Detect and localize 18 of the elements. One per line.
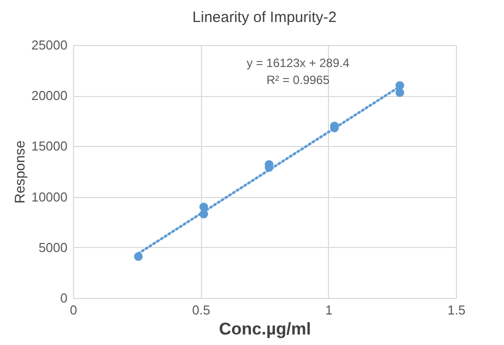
y-axis-title: Response: [11, 140, 28, 204]
annotation: y = 16123x + 289.4: [246, 56, 350, 70]
point: [395, 81, 404, 90]
y-tick-label: 10000: [31, 189, 68, 204]
x-tick-label: 0.5: [192, 302, 210, 318]
point: [199, 202, 208, 212]
y-tick-label: 5000: [38, 240, 68, 255]
annotation: R² = 0.9965: [266, 73, 330, 87]
x-tick-label: 1.5: [447, 302, 466, 318]
chart-title: Linearity of Impurity-2: [192, 9, 337, 26]
point: [395, 88, 404, 97]
y-tick-label: 20000: [31, 88, 68, 104]
y-tick-label: 0: [60, 290, 68, 306]
x-tick-label: 1: [325, 302, 332, 318]
y-tick-label: 25000: [31, 38, 68, 52]
y-tick-label: 15000: [31, 138, 68, 154]
x-tick-label: 0: [70, 302, 78, 318]
x-axis-title: Conc.µg/ml: [219, 320, 311, 338]
